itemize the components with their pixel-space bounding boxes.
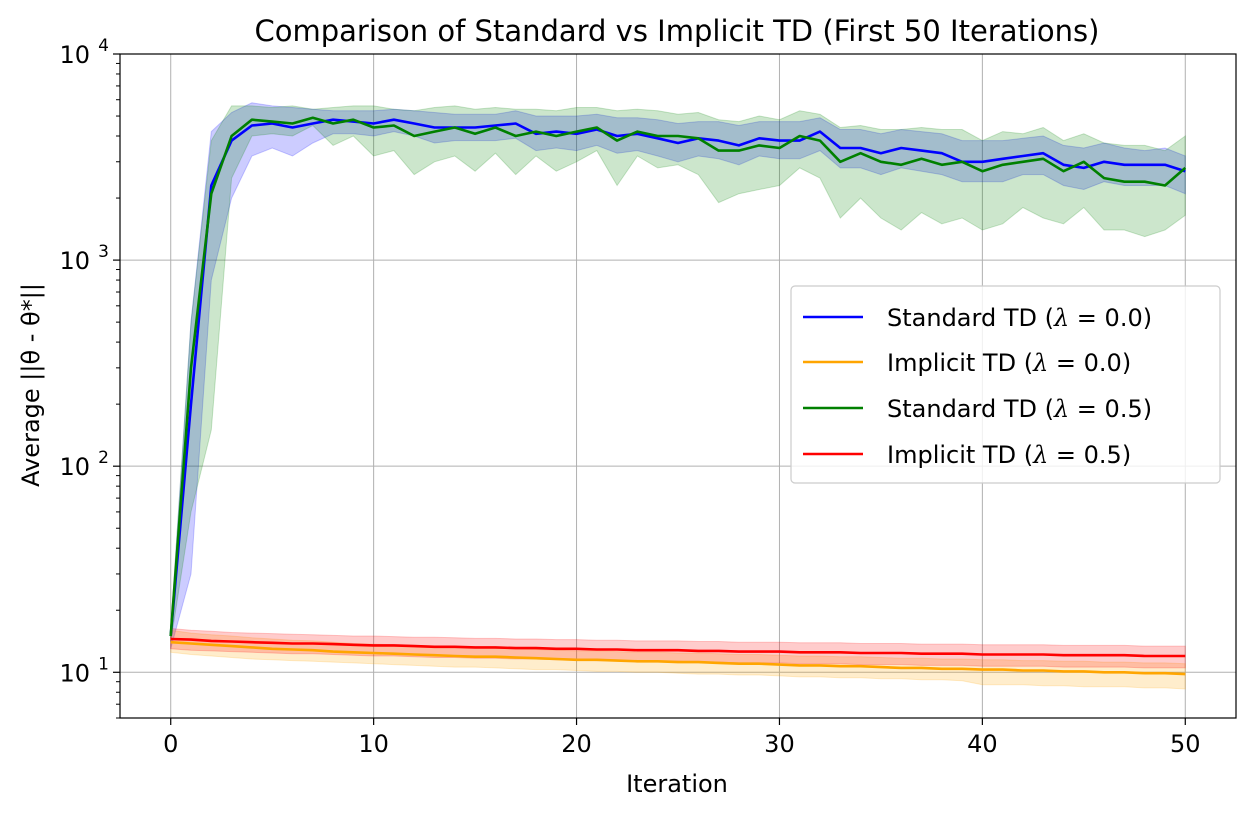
confidence-band <box>170 105 1186 643</box>
chart-title: Comparison of Standard vs Implicit TD (F… <box>255 14 1100 48</box>
y-tick-exponent: 4 <box>98 36 109 56</box>
y-tick-label: 10 <box>59 453 90 481</box>
y-tick-base: 10 <box>59 453 90 481</box>
y-tick-label: 10 <box>59 247 90 275</box>
legend-entry: Standard TD (λ = 0.0) <box>887 304 1152 332</box>
series-lines <box>169 116 1187 676</box>
y-tick-exponent: 2 <box>98 448 109 468</box>
y-tick-exponent: 3 <box>98 242 109 262</box>
x-tick-label: 40 <box>967 730 998 758</box>
legend-entry: Standard TD (λ = 0.5) <box>887 395 1152 423</box>
x-tick-label: 20 <box>561 730 592 758</box>
series-line <box>170 640 1186 676</box>
y-tick-base: 10 <box>59 41 90 69</box>
x-tick-label: 30 <box>764 730 795 758</box>
legend-box <box>790 285 1221 484</box>
plot-area-frame <box>119 53 1237 719</box>
confidence-band <box>170 102 1186 649</box>
confidence-bands <box>170 102 1186 690</box>
y-tick-base: 10 <box>59 659 90 687</box>
y-tick-exponent: 1 <box>98 654 109 674</box>
y-axis-ticks: 10 1 10 2 10 3 10 4 <box>59 36 120 719</box>
series-line <box>169 116 1187 637</box>
y-axis-label: Average ||θ - θ*|| <box>17 283 45 487</box>
legend: Standard TD (λ = 0.0) Implicit TD (λ = 0.… <box>790 285 1221 484</box>
legend-entry: Implicit TD (λ = 0.5) <box>887 441 1131 469</box>
x-axis-label: Iteration <box>626 770 728 798</box>
confidence-band <box>170 627 1186 669</box>
y-tick-label: 10 <box>59 659 90 687</box>
x-axis-ticks: 0 10 20 30 40 50 <box>163 718 1201 758</box>
y-tick-label: 10 <box>59 41 90 69</box>
x-tick-label: 50 <box>1170 730 1201 758</box>
series-line <box>170 637 1186 658</box>
x-tick-label: 0 <box>163 730 178 758</box>
y-tick-base: 10 <box>59 247 90 275</box>
legend-entry: Implicit TD (λ = 0.0) <box>887 349 1131 377</box>
series-line <box>169 118 1186 637</box>
x-tick-label: 10 <box>358 730 389 758</box>
